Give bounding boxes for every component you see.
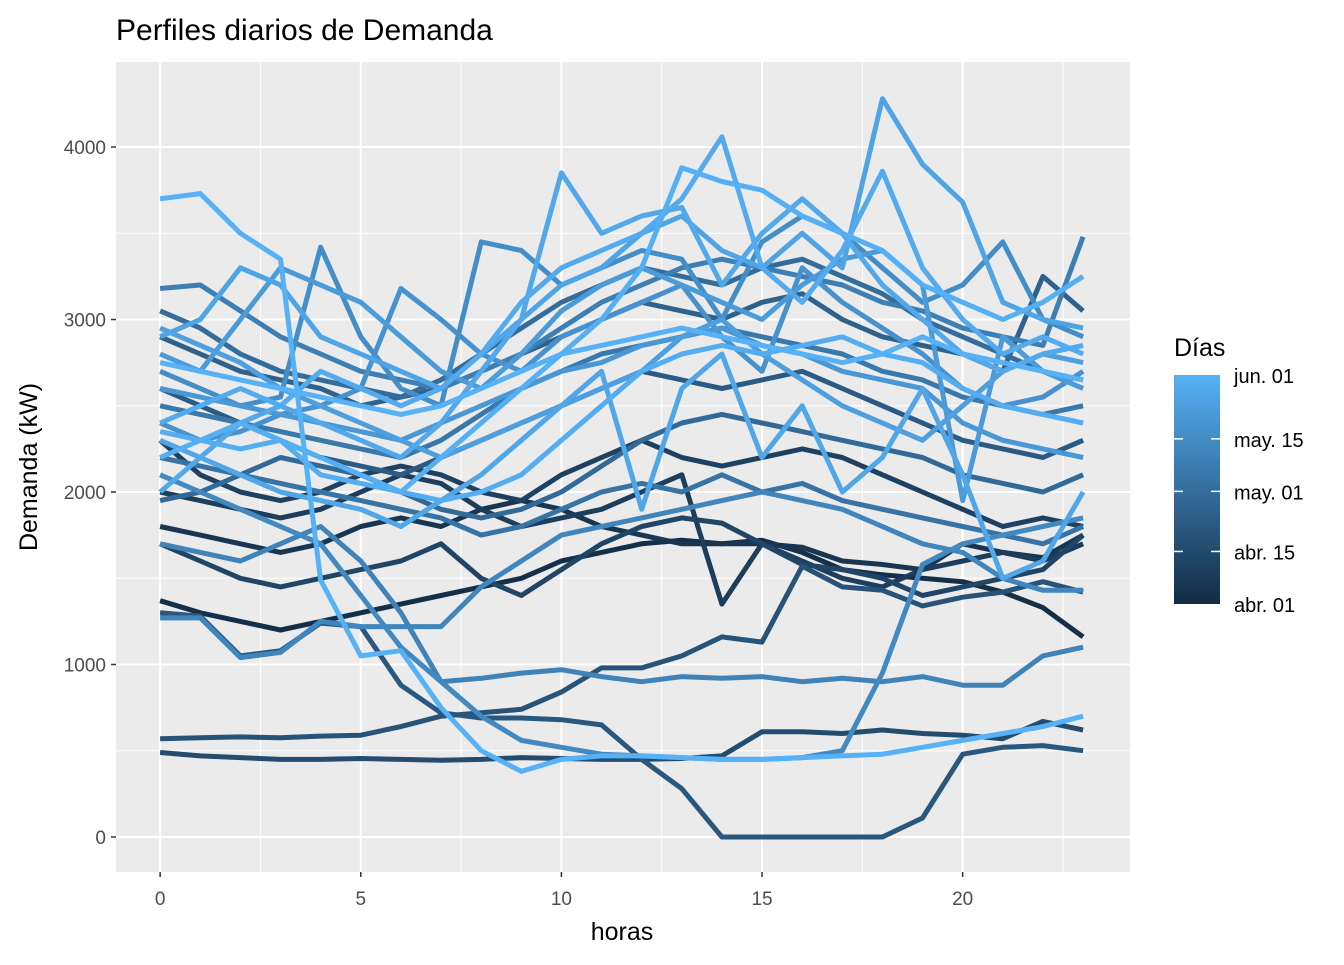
x-axis-title: horas (591, 918, 654, 946)
series-line (159, 351, 1086, 581)
legend-label: abr. 01 (1234, 595, 1295, 617)
series-line (159, 213, 1085, 409)
series-line (159, 455, 1085, 547)
series-line (160, 489, 1084, 661)
y-tick-label: 4000 (64, 138, 106, 159)
series-line (159, 134, 1085, 426)
legend-title: Días (1174, 334, 1225, 362)
series-line (159, 334, 1084, 504)
y-tick-label: 0 (95, 828, 106, 849)
series-line (158, 170, 1084, 494)
legend-label: may. 15 (1234, 430, 1304, 452)
y-tick-label: 2000 (64, 483, 106, 504)
axes: 0 5 10 15 20 0 1000 2000 3000 4000 (64, 138, 974, 910)
series-line (159, 96, 1084, 391)
series-line (159, 515, 1085, 598)
series-line (159, 191, 1084, 774)
x-tick-label: 0 (155, 889, 166, 910)
chart-title: Perfiles diarios de Demanda (116, 14, 493, 47)
series-line (159, 248, 1085, 504)
series-line (159, 165, 1085, 495)
series-line (159, 265, 1085, 443)
series-lines (158, 96, 1086, 840)
legend-label: jun. 01 (1233, 366, 1294, 388)
series-line (159, 537, 1085, 639)
x-tick-label: 5 (355, 889, 366, 910)
legend: Días jun. 01 may. 15 may. 01 abr. 15 abr. 01 (1174, 334, 1304, 617)
legend-label: abr. 15 (1234, 542, 1295, 564)
x-tick-label: 15 (751, 889, 772, 910)
legend-colorbar (1174, 375, 1220, 604)
legend-label: may. 01 (1234, 482, 1304, 504)
y-axis-title: Demanda (kW) (15, 383, 43, 551)
series-line (159, 317, 1084, 460)
series-line (159, 325, 1084, 460)
series-line (160, 563, 1084, 742)
series-line (159, 411, 1085, 521)
x-tick-label: 10 (551, 889, 572, 910)
y-tick-label: 1000 (64, 655, 106, 676)
y-tick-label: 3000 (64, 311, 106, 332)
series-line (159, 325, 1084, 417)
series-line (159, 718, 1084, 763)
x-tick-label: 20 (952, 889, 973, 910)
